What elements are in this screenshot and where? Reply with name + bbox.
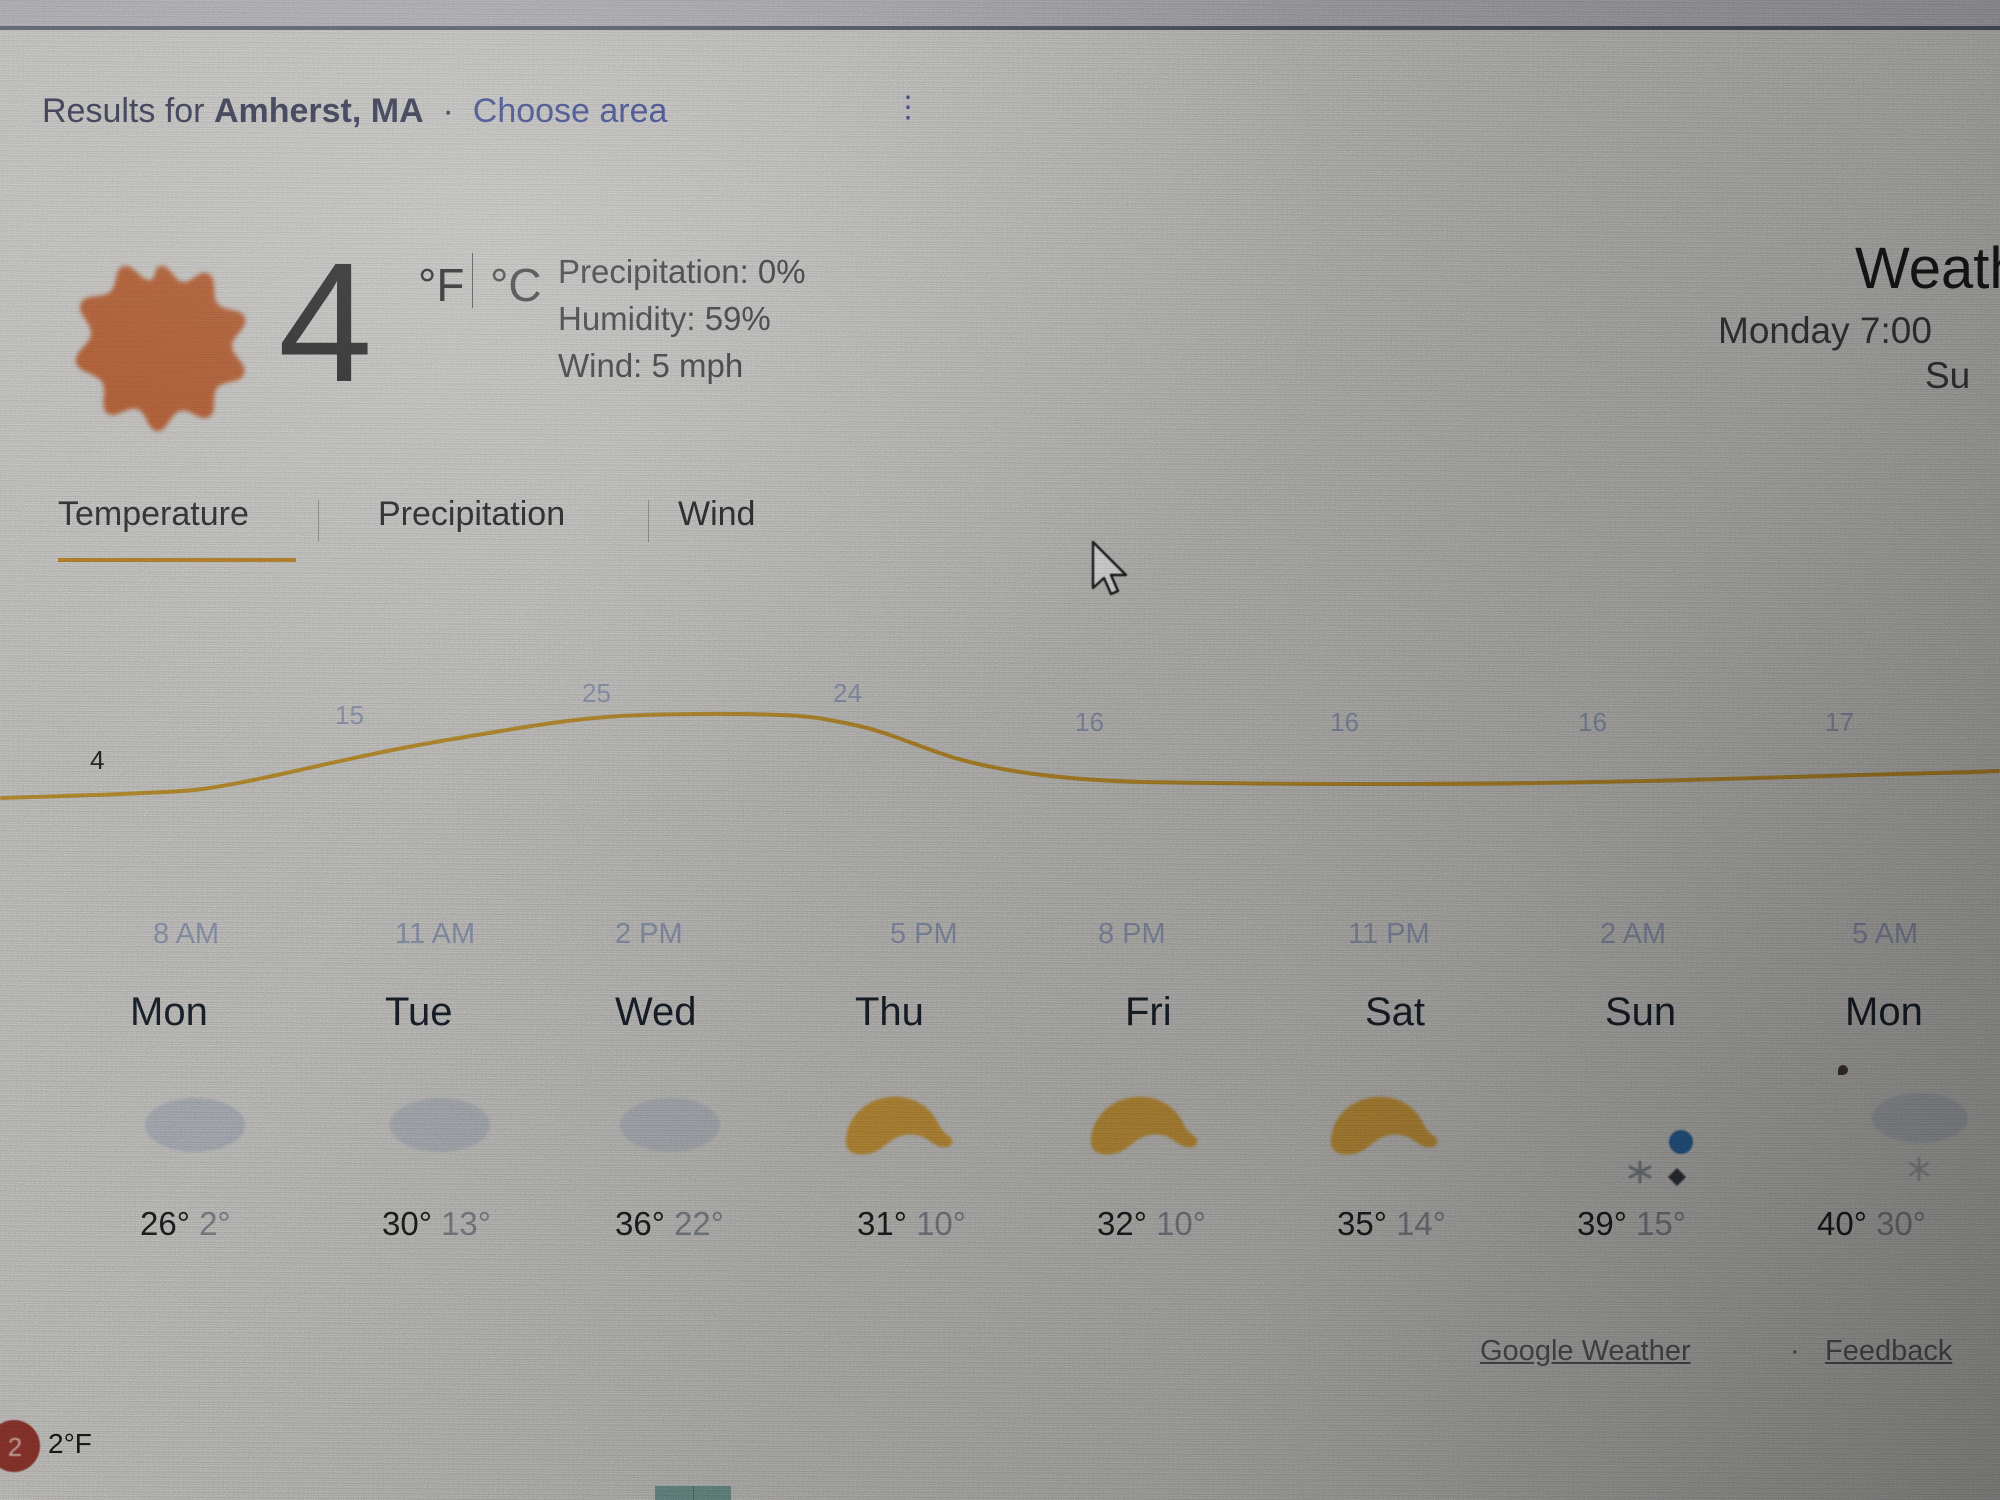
svg-text:2: 2 (8, 1432, 22, 1462)
